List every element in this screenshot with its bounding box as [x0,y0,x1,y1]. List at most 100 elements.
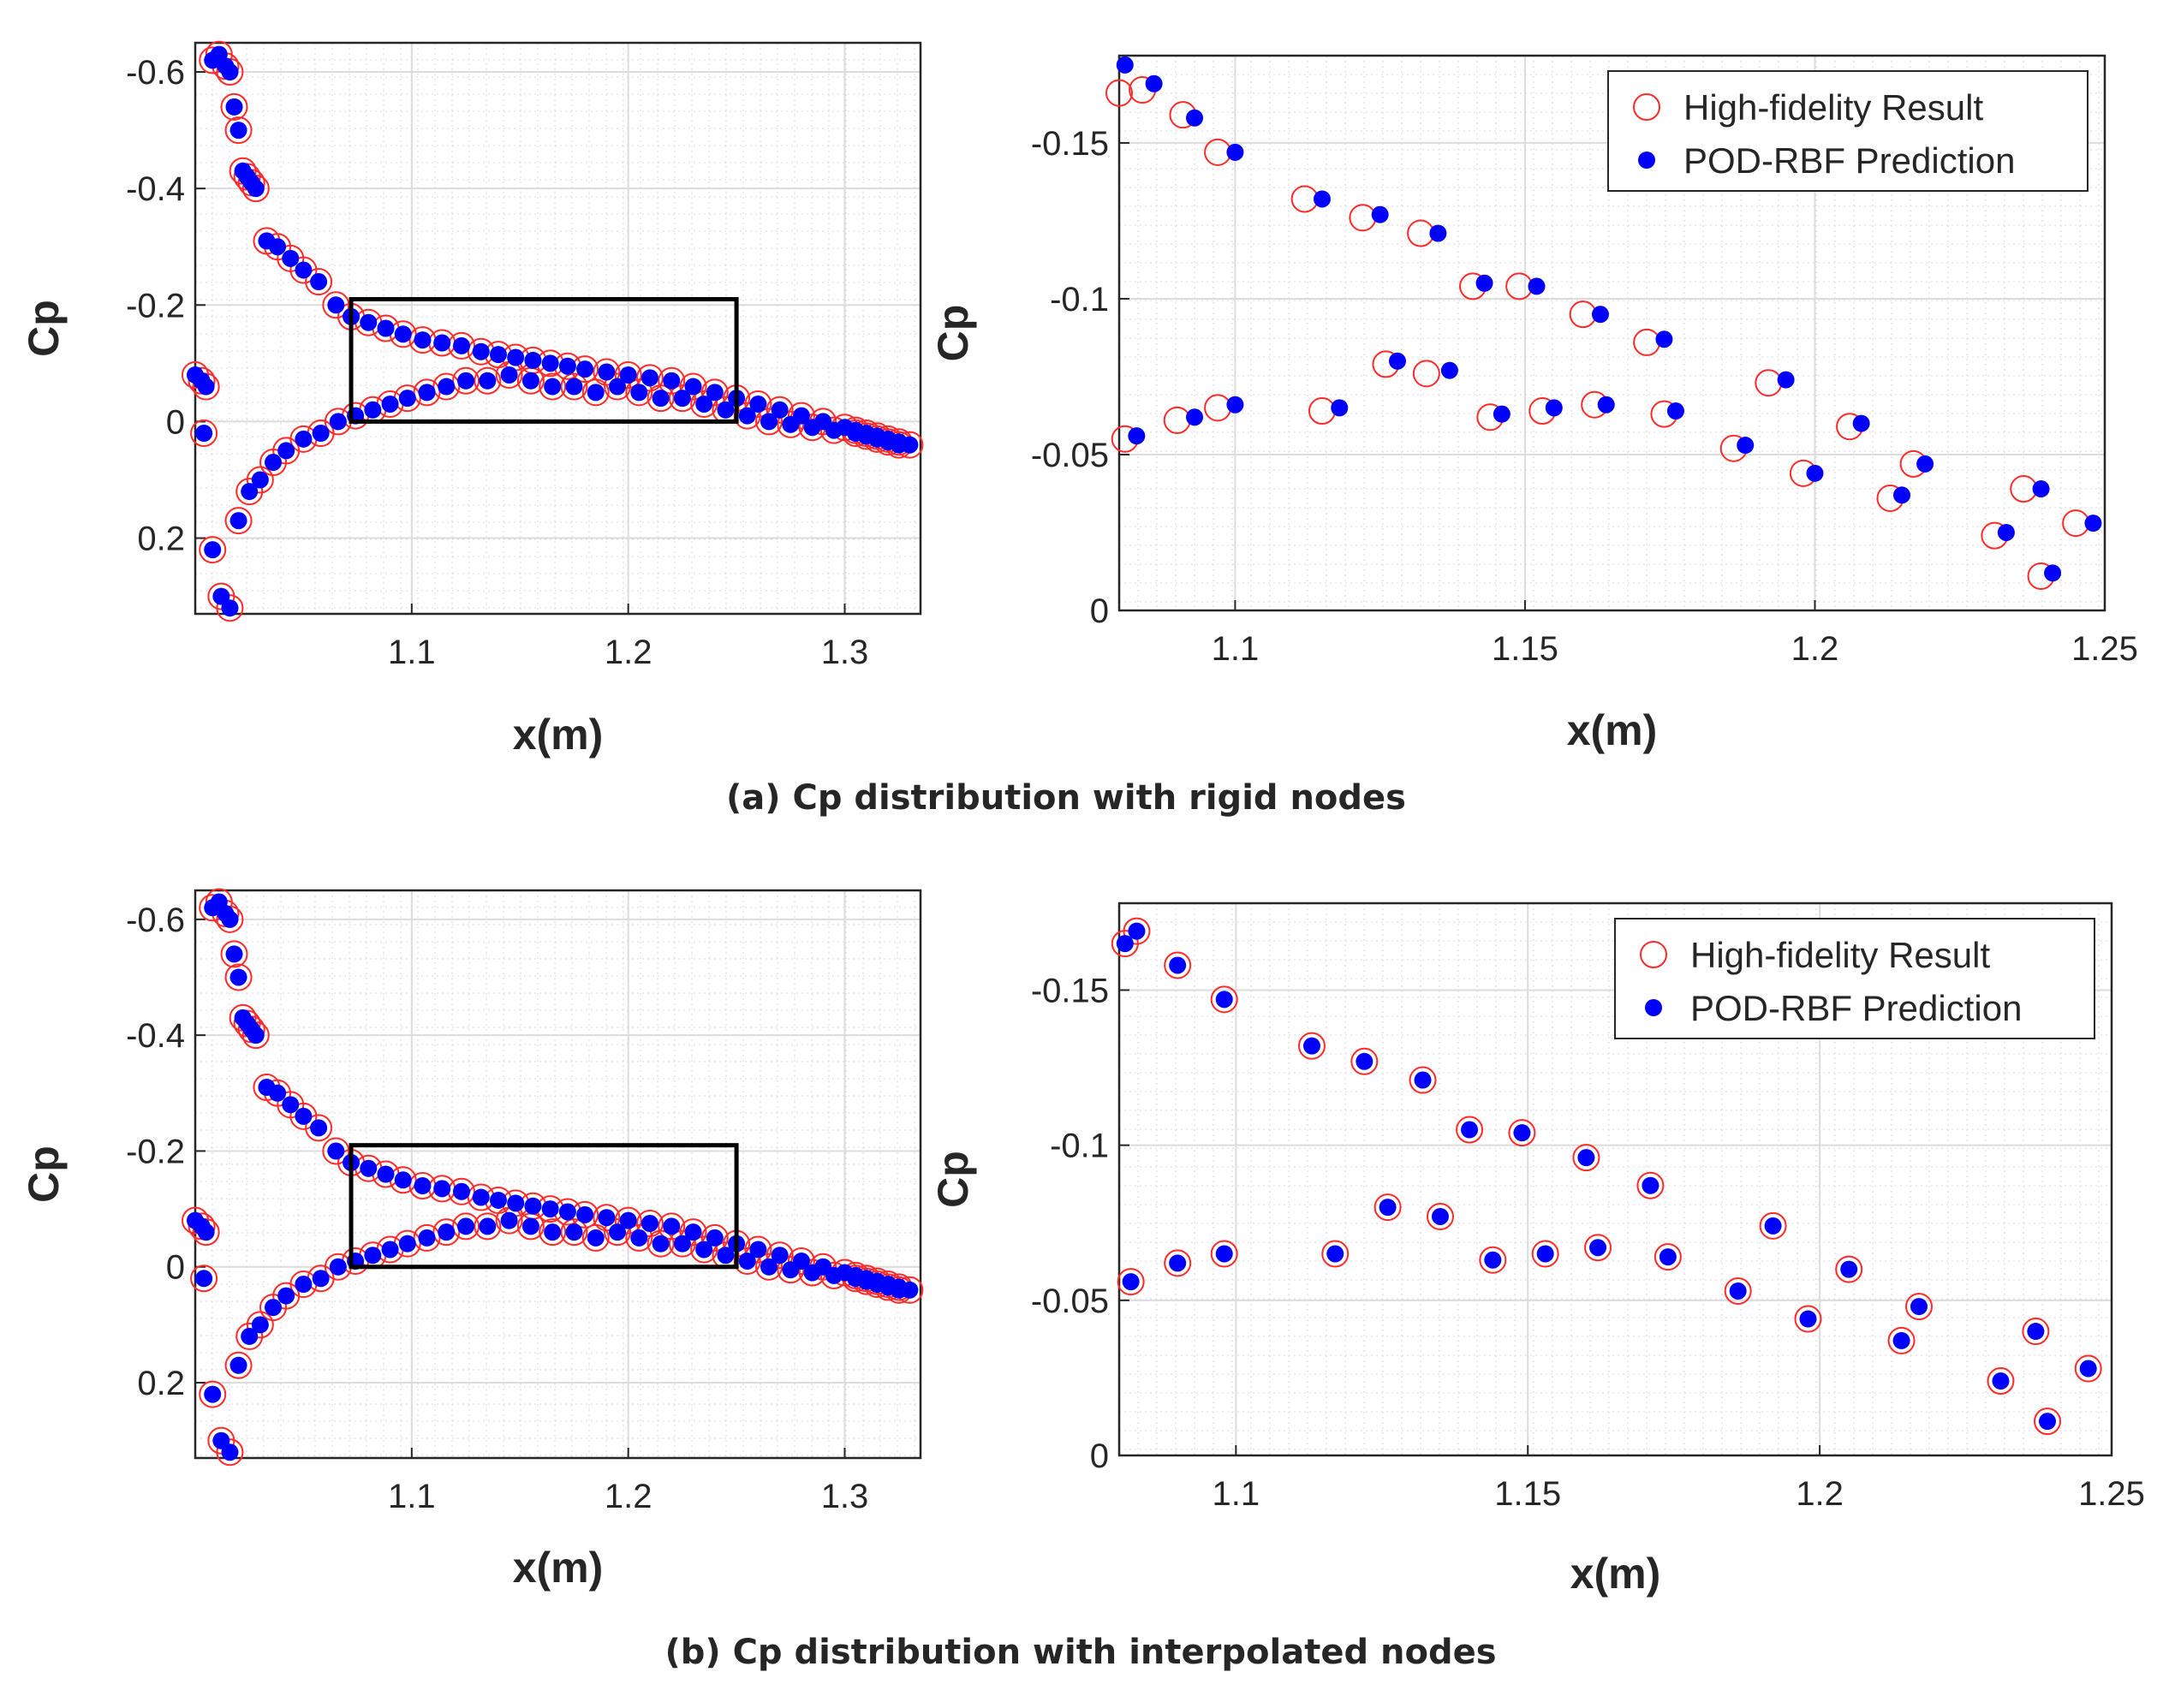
pod-rbf-point [265,1299,283,1317]
pod-rbf-point [782,415,800,433]
series-pod-rbf [187,45,919,617]
zoom-region-box [349,1143,739,1270]
pod-rbf-point [1893,486,1911,504]
high-fidelity-point [224,1351,253,1379]
high-fidelity-point [755,408,784,436]
high-fidelity-point [289,256,318,284]
pod-rbf-point [507,348,525,366]
high-fidelity-point [777,410,805,438]
pod-rbf-point [269,1084,287,1102]
high-fidelity-point [220,92,248,121]
pod-rbf-point [524,351,542,369]
high-fidelity-point [560,1218,588,1247]
high-fidelity-point [668,384,696,413]
pod-rbf-point [2039,1413,2057,1431]
pod-rbf-point [1764,1217,1782,1235]
pod-rbf-point [394,1171,412,1189]
pod-rbf-point [221,63,239,81]
pod-rbf-point [609,378,627,396]
pod-rbf-point [541,354,559,372]
high-fidelity-point [432,1218,461,1247]
pod-rbf-point [524,1197,542,1215]
pod-rbf-point [489,346,507,364]
x-tick-label: 1.25 [2071,630,2138,668]
pod-rbf-point [438,1223,456,1241]
pod-rbf-point [2032,480,2050,498]
high-fidelity-point [1987,1367,2015,1396]
pod-rbf-point [1591,306,1609,324]
pod-rbf-point [377,319,395,337]
high-fidelity-point [305,1114,333,1142]
y-tick-label: -0.2 [126,1133,185,1170]
pod-rbf-point [1226,143,1244,161]
pod-rbf-point [310,273,328,291]
pod-rbf-point [706,1229,724,1247]
high-fidelity-point [647,384,675,413]
x-axis-label: x(m) [513,1544,604,1592]
pod-rbf-point [1840,1260,1858,1278]
high-fidelity-point [1584,1234,1612,1262]
high-fidelity-point [614,360,642,389]
pod-rbf-point [521,1217,539,1235]
axes-box [194,41,922,616]
pod-rbf-point [1169,956,1187,974]
pod-rbf-point [565,1223,583,1241]
pod-rbf-point [247,1027,265,1044]
pod-rbf-point [2027,1323,2045,1341]
pod-rbf-point [269,238,287,256]
pod-rbf-point [329,413,347,431]
legend-label: POD-RBF Prediction [1683,140,2015,181]
x-tick-label: 1.3 [821,1478,869,1515]
high-fidelity-point [787,402,815,430]
pod-rbf-point [364,401,382,419]
x-tick-label: 1.15 [1494,1475,1561,1513]
pod-rbf-point [251,471,269,489]
pod-rbf-point [565,378,583,396]
high-fidelity-point [679,1218,707,1247]
high-fidelity-point [322,1137,350,1165]
pod-rbf-point [1145,74,1163,92]
caption-b: (b) Cp distribution with interpolated no… [664,1633,1496,1672]
pod-rbf-point [418,1229,436,1247]
high-fidelity-point [235,1322,264,1350]
pod-rbf-point [1992,1372,2010,1390]
pod-rbf-point [398,1235,416,1253]
pod-rbf-point [195,425,213,443]
pod-rbf-point [1577,1149,1595,1167]
pod-rbf-point [652,390,670,408]
pod-rbf-point [452,1182,470,1200]
axes-box [194,889,922,1460]
pod-rbf-point [381,395,399,413]
legend-marker-filled-dot [1645,999,1662,1016]
series-pod-rbf [1116,56,2102,582]
legend-label: High-fidelity Result [1683,87,1983,128]
high-fidelity-point [1164,951,1192,979]
pod-rbf-point [1186,408,1204,426]
pod-rbf-point [438,378,456,396]
high-fidelity-point [1759,1211,1787,1240]
pod-rbf-point [204,541,222,559]
pod-rbf-point [1429,224,1447,242]
pod-rbf-point [221,1443,239,1461]
high-fidelity-point [658,1212,686,1241]
y-tick-label: 0.2 [137,521,185,558]
high-fidelity-point [625,378,653,407]
high-fidelity-point [199,536,227,564]
pod-rbf-point [197,378,215,396]
legend-box [1614,918,2095,1039]
high-fidelity-point [604,1218,632,1247]
high-fidelity-point [1210,1240,1238,1268]
high-fidelity-point [432,372,461,401]
x-tick-label: 1.1 [388,1478,436,1515]
high-fidelity-point [1456,1116,1484,1144]
pod-rbf-point [479,1217,497,1235]
pod-rbf-point [684,378,702,396]
y-tick-label: -0.1 [1050,281,1109,318]
pod-rbf-point [630,1229,648,1247]
high-fidelity-point [305,268,333,296]
pod-rbf-point [1493,405,1511,423]
pod-rbf-point [1186,109,1204,127]
pod-rbf-point [1326,1245,1344,1263]
high-fidelity-point [1508,1119,1536,1147]
